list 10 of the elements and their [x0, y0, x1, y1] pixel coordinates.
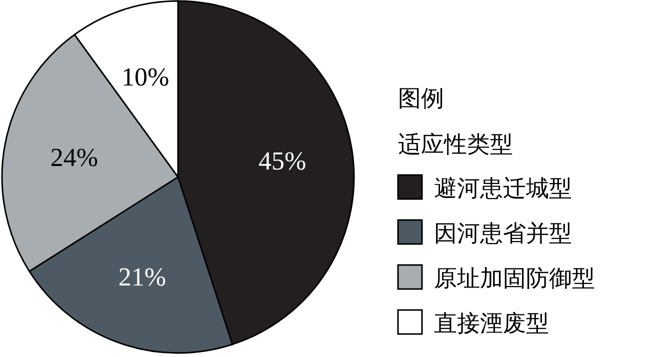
legend-label: 原址加固防御型: [434, 266, 595, 292]
text: 适应性类型: [398, 132, 513, 158]
legend-label: 避河患迁城型: [434, 176, 572, 202]
data-label: 45%: [258, 146, 306, 176]
data-label: 21%: [118, 262, 166, 292]
legend-label: 因河患省并型: [434, 221, 572, 247]
data-label: 24%: [50, 143, 98, 172]
legend-label: 直接湮废型: [434, 311, 549, 337]
legend-title: 图例: [398, 86, 444, 112]
data-label: 10%: [122, 62, 170, 92]
